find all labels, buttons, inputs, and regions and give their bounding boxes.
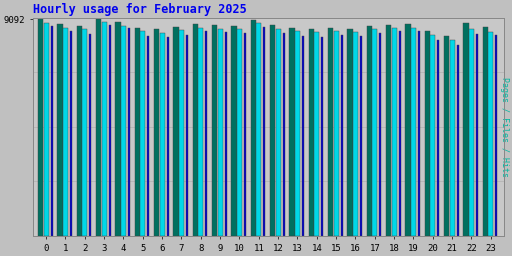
Bar [430, 35, 435, 236]
Bar [406, 24, 411, 236]
Bar [353, 32, 358, 236]
Bar [367, 26, 372, 236]
Bar [418, 31, 420, 236]
Bar [205, 31, 207, 236]
Bar [328, 28, 333, 236]
Bar [372, 29, 377, 236]
Bar [302, 36, 304, 236]
Bar [186, 35, 188, 236]
Bar [44, 23, 49, 236]
Bar [244, 33, 246, 236]
Bar [135, 28, 140, 236]
Bar [51, 26, 53, 236]
Bar [379, 33, 381, 236]
Bar [121, 26, 126, 236]
Bar [360, 36, 362, 236]
Bar [160, 33, 165, 236]
Bar [289, 28, 294, 236]
Bar [167, 37, 168, 236]
Bar [399, 31, 400, 236]
Bar [116, 22, 120, 236]
Bar [147, 36, 150, 236]
Bar [101, 22, 106, 236]
Text: Hourly usage for February 2025: Hourly usage for February 2025 [33, 4, 246, 16]
Bar [495, 35, 497, 236]
Bar [437, 40, 439, 236]
Bar [96, 19, 101, 236]
Bar [450, 40, 455, 236]
Bar [463, 23, 468, 236]
Bar [257, 23, 261, 236]
Bar [70, 31, 72, 236]
Bar [231, 26, 237, 236]
Bar [82, 29, 88, 236]
Bar [488, 32, 494, 236]
Bar [444, 36, 449, 236]
Bar [275, 29, 281, 236]
Bar [212, 25, 217, 236]
Bar [57, 24, 62, 236]
Bar [340, 35, 343, 236]
Bar [77, 26, 82, 236]
Bar [140, 31, 145, 236]
Bar [128, 28, 130, 236]
Bar [174, 27, 179, 236]
Bar [225, 33, 227, 236]
Bar [89, 34, 91, 236]
Bar [386, 25, 391, 236]
Bar [476, 34, 478, 236]
Bar [109, 25, 111, 236]
Bar [483, 27, 488, 236]
Bar [348, 29, 353, 236]
Bar [314, 33, 319, 236]
Bar [457, 45, 459, 236]
Y-axis label: Pages / Files / Hits: Pages / Files / Hits [500, 77, 508, 177]
Bar [283, 33, 285, 236]
Bar [295, 31, 300, 236]
Bar [198, 28, 203, 236]
Bar [411, 28, 416, 236]
Bar [179, 30, 184, 236]
Bar [154, 29, 159, 236]
Bar [309, 29, 314, 236]
Bar [251, 20, 256, 236]
Bar [193, 24, 198, 236]
Bar [38, 19, 43, 236]
Bar [425, 31, 430, 236]
Bar [237, 29, 242, 236]
Bar [334, 31, 338, 236]
Bar [322, 37, 323, 236]
Bar [270, 25, 275, 236]
Bar [218, 29, 223, 236]
Bar [392, 28, 397, 236]
Bar [263, 27, 265, 236]
Bar [63, 28, 68, 236]
Bar [469, 29, 474, 236]
